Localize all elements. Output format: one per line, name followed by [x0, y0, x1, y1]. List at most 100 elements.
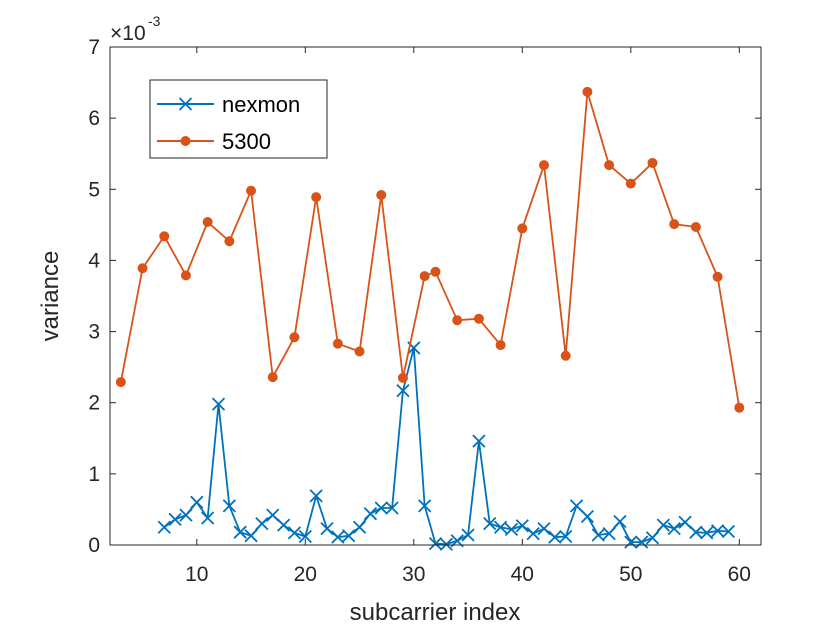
- data-point-nexmon: [190, 495, 204, 509]
- data-point-5300: [625, 178, 636, 189]
- data-point-nexmon: [211, 397, 226, 411]
- data-point-nexmon: [559, 529, 573, 544]
- data-point-nexmon: [201, 511, 215, 525]
- y-axis-exponent-base: ×10: [110, 22, 146, 45]
- data-point-nexmon: [493, 520, 508, 534]
- data-point-nexmon: [613, 514, 627, 529]
- data-point-nexmon: [645, 531, 660, 545]
- x-tick-label: 20: [294, 563, 317, 586]
- data-point-5300: [582, 86, 593, 97]
- data-point-5300: [452, 315, 463, 326]
- y-tick-label: 3: [88, 321, 100, 344]
- data-point-nexmon: [298, 529, 312, 544]
- data-point-nexmon: [548, 530, 562, 544]
- y-axis-label: variance: [37, 251, 64, 342]
- data-point-5300: [539, 160, 549, 171]
- data-point-nexmon: [266, 508, 280, 522]
- data-point-nexmon: [700, 526, 714, 540]
- data-point-nexmon: [396, 383, 410, 398]
- data-point-nexmon: [385, 501, 399, 515]
- axis-ticks: 10 20 30 40 50 60 0 1 2 3 4 5 6 7: [88, 36, 761, 586]
- data-point-5300: [332, 338, 343, 349]
- data-point-nexmon: [428, 536, 443, 551]
- data-point-nexmon: [179, 508, 193, 522]
- data-point-nexmon: [233, 525, 247, 539]
- y-tick-label: 1: [88, 463, 100, 486]
- y-tick-label: 6: [88, 107, 100, 130]
- data-point-5300: [159, 231, 170, 242]
- data-point-5300: [560, 350, 571, 361]
- data-point-nexmon: [591, 528, 605, 542]
- plot-frame: [109, 46, 762, 546]
- data-point-nexmon: [374, 501, 388, 515]
- x-tick-label: 50: [619, 563, 642, 586]
- data-point-5300: [669, 219, 680, 230]
- y-tick-label: 7: [88, 36, 100, 59]
- data-point-nexmon: [276, 518, 291, 532]
- y-tick-label: 5: [88, 178, 100, 201]
- x-tick-label: 10: [185, 563, 208, 586]
- data-point-nexmon: [537, 522, 551, 536]
- y-tick-label: 2: [88, 392, 100, 415]
- data-point-5300: [397, 372, 408, 383]
- data-point-nexmon: [656, 518, 670, 532]
- data-point-5300: [604, 160, 615, 171]
- legend-nexmon-marker: [178, 97, 193, 111]
- data-point-nexmon: [483, 517, 497, 531]
- data-point-5300: [734, 402, 745, 413]
- legend-box: [149, 79, 328, 159]
- data-point-nexmon: [461, 528, 475, 542]
- data-point-nexmon: [624, 535, 638, 549]
- data-point-5300: [180, 270, 191, 281]
- data-point-5300: [419, 271, 430, 282]
- data-point-nexmon: [667, 522, 681, 536]
- data-point-5300: [202, 217, 213, 228]
- data-point-nexmon: [635, 535, 649, 549]
- data-point-nexmon: [439, 537, 453, 551]
- data-point-nexmon: [157, 520, 171, 534]
- series-5300: [115, 86, 745, 413]
- data-point-5300: [354, 346, 365, 357]
- y-axis-exponent-power: -3: [148, 13, 161, 29]
- data-point-nexmon: [526, 526, 540, 541]
- data-point-5300: [495, 340, 506, 351]
- data-point-nexmon: [472, 434, 486, 448]
- data-point-5300: [376, 189, 387, 200]
- data-point-nexmon: [222, 499, 236, 513]
- x-tick-label: 30: [402, 563, 425, 586]
- data-point-nexmon: [320, 522, 334, 536]
- data-point-nexmon: [309, 489, 323, 503]
- legend-5300-label: 5300: [222, 129, 271, 154]
- legend-nexmon-x-glyph: [178, 97, 193, 111]
- data-point-nexmon: [721, 524, 736, 539]
- legend: nexmon 5300: [149, 79, 328, 159]
- legend-5300-marker: [180, 136, 191, 146]
- data-point-5300: [473, 313, 484, 324]
- series-layer: [115, 86, 745, 551]
- data-point-nexmon: [689, 525, 703, 539]
- x-axis-label: subcarrier index: [350, 599, 521, 626]
- y-tick-label: 0: [88, 534, 100, 557]
- data-point-nexmon: [710, 524, 725, 538]
- data-point-nexmon: [569, 499, 584, 513]
- data-point-5300: [137, 263, 148, 274]
- data-point-nexmon: [580, 509, 595, 524]
- data-point-5300: [246, 185, 257, 196]
- data-point-5300: [517, 223, 528, 234]
- data-point-nexmon: [168, 512, 182, 527]
- data-point-nexmon: [244, 529, 258, 543]
- data-point-nexmon: [602, 526, 616, 541]
- data-point-nexmon: [418, 499, 432, 513]
- x-tick-label: 60: [728, 563, 751, 586]
- data-point-5300: [224, 236, 235, 247]
- data-point-nexmon: [515, 519, 529, 533]
- y-tick-label: 4: [88, 249, 100, 272]
- data-point-5300: [690, 221, 701, 232]
- data-point-nexmon: [331, 530, 345, 544]
- data-point-5300: [311, 192, 322, 203]
- data-point-5300: [115, 377, 126, 388]
- data-point-5300: [267, 372, 278, 383]
- data-point-nexmon: [255, 517, 269, 531]
- series-nexmon: [157, 341, 736, 551]
